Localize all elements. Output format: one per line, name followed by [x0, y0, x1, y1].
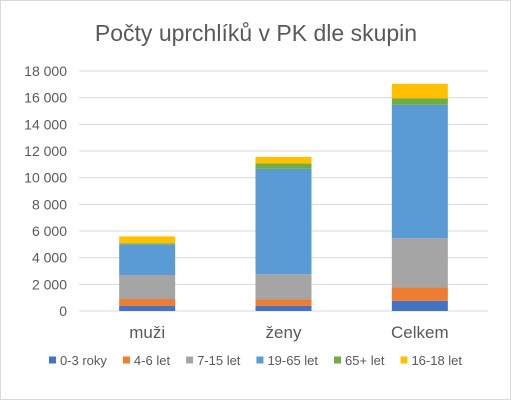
bar-segment [119, 275, 176, 299]
x-tick-label: Celkem [391, 323, 449, 342]
bar-segment [391, 287, 448, 301]
y-tick-label: 6 000 [32, 223, 67, 239]
legend-swatch [400, 356, 408, 364]
bar-segment [119, 305, 176, 311]
y-axis-tick-labels: 0 2 000 4 000 6 000 8 000 10 000 12 000 14 000 1… [24, 63, 67, 319]
y-tick-label: 12 000 [24, 143, 67, 159]
y-tick-label: 4 000 [32, 250, 67, 266]
legend-item: 16-18 let [400, 353, 462, 368]
bar-segment [255, 156, 312, 164]
legend-item: 7-15 let [186, 353, 241, 368]
legend-item: 4-6 let [122, 353, 171, 368]
bar-segment [255, 163, 312, 169]
bar-segment [119, 299, 176, 306]
legend-label: 7-15 let [197, 353, 241, 368]
legend-item: 19-65 let [256, 353, 318, 368]
bar-segment [391, 300, 448, 311]
bar-segment [391, 238, 448, 288]
legend-swatch [256, 356, 264, 364]
legend: 0-3 roky 4-6 let 7-15 let 19-65 let 65+ let 1… [48, 353, 462, 368]
bar-segment [119, 236, 176, 244]
legend-label: 65+ let [345, 353, 385, 368]
y-tick-label: 8 000 [32, 196, 67, 212]
y-tick-label: 0 [59, 303, 67, 319]
legend-label: 19-65 let [267, 353, 318, 368]
bar-stacks [119, 83, 448, 311]
legend-swatch [334, 356, 342, 364]
x-tick-label: muži [129, 323, 165, 342]
x-axis-category-labels: muži ženy Celkem [129, 323, 448, 342]
legend-swatch [186, 356, 194, 364]
bar-stack [391, 83, 448, 311]
chart-title: Počty uprchlíků v PK dle skupin [95, 20, 417, 46]
y-tick-label: 16 000 [24, 90, 67, 106]
bar-stack [119, 236, 176, 311]
bar-segment [119, 243, 176, 245]
bar-segment [391, 104, 448, 239]
bar-segment [255, 168, 312, 275]
legend-swatch [122, 356, 130, 364]
bar-segment [119, 244, 176, 275]
legend-swatch [48, 356, 56, 364]
bar-segment [391, 83, 448, 99]
y-tick-label: 14 000 [24, 116, 67, 132]
bar-segment [391, 98, 448, 105]
legend-item: 65+ let [334, 353, 385, 368]
bar-segment [255, 274, 312, 300]
x-tick-label: ženy [266, 323, 302, 342]
legend-item: 0-3 roky [48, 353, 107, 368]
y-tick-label: 10 000 [24, 170, 67, 186]
legend-label: 16-18 let [411, 353, 462, 368]
legend-label: 0-3 roky [60, 353, 107, 368]
legend-label: 4-6 let [134, 353, 171, 368]
y-tick-label: 18 000 [24, 63, 67, 79]
y-tick-label: 2 000 [32, 276, 67, 292]
bar-segment [255, 299, 312, 306]
bar-segment [255, 305, 312, 311]
bar-stack [255, 156, 312, 311]
